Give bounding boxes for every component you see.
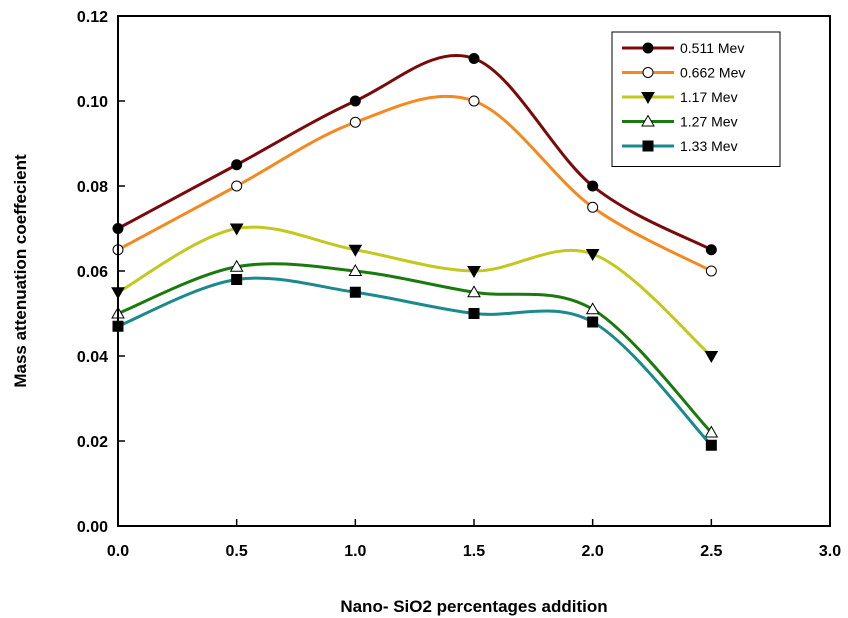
data-point-marker [467, 266, 481, 279]
data-point-marker [349, 116, 361, 128]
x-tick-label: 2.0 [582, 543, 604, 560]
data-point-marker [585, 249, 600, 262]
series-line [117, 262, 713, 434]
data-point-marker [587, 180, 599, 192]
data-point-marker [229, 223, 244, 236]
y-tick-label: 0.02 [77, 434, 108, 451]
data-point-marker [348, 263, 363, 276]
data-point-marker [585, 302, 600, 315]
legend-label: 0.662 Mev [680, 65, 745, 81]
legend-item: 0.511 Mev [622, 40, 744, 56]
x-tick-label: 1.0 [344, 543, 366, 560]
legend-item: 1.17 Mev [622, 89, 738, 105]
x-tick-label: 2.5 [700, 543, 722, 560]
series-0 [112, 53, 717, 256]
data-point-marker [587, 316, 599, 328]
series-2 [111, 223, 719, 364]
data-point-marker [468, 95, 480, 107]
legend-item: 1.27 Mev [622, 114, 738, 130]
data-point-marker [467, 285, 481, 298]
legend-marker [641, 92, 655, 105]
y-tick-label: 0.08 [77, 179, 108, 196]
legend-marker [641, 114, 655, 127]
x-tick-label: 0.0 [107, 543, 129, 560]
y-tick-label: 0.00 [77, 519, 108, 536]
x-tick-label: 0.5 [226, 543, 248, 560]
data-point-marker [705, 244, 717, 256]
data-point-marker [587, 201, 599, 213]
series-4 [112, 274, 717, 451]
x-axis-title: Nano- SiO2 percentages addition [340, 597, 607, 616]
data-point-marker [468, 308, 480, 319]
legend-label: 0.511 Mev [680, 40, 744, 56]
legend-marker [642, 67, 654, 78]
data-point-marker [231, 159, 243, 171]
y-axis-title: Mass attenuation coeffecient [11, 154, 30, 388]
legend-item: 0.662 Mev [622, 65, 745, 81]
axis-ticks: 0.0 0.5 1.0 1.5 2.0 2.5 3.0 0.00 0.02 0.04 0.06 0.0… [77, 9, 841, 560]
y-tick-label: 0.12 [77, 9, 108, 26]
legend-label: 1.33 Mev [680, 138, 738, 154]
data-point-marker [349, 95, 361, 107]
y-tick-label: 0.06 [77, 264, 108, 281]
data-point-marker [705, 265, 717, 277]
data-point-marker [468, 53, 480, 64]
data-point-marker [231, 180, 243, 192]
data-point-marker [231, 274, 243, 285]
data-point-marker [704, 351, 719, 364]
data-point-marker [349, 286, 361, 298]
x-tick-label: 1.5 [463, 543, 485, 560]
legend-marker [642, 42, 654, 54]
legend-item: 1.33 Mev [622, 138, 738, 154]
data-point-marker [229, 259, 244, 272]
series-line [117, 276, 713, 447]
series-line [117, 54, 713, 252]
y-tick-label: 0.10 [77, 94, 108, 111]
data-point-marker [705, 439, 717, 451]
data-point-marker [704, 425, 719, 438]
legend-label: 1.17 Mev [680, 89, 738, 105]
series-line [117, 225, 713, 358]
legend-box [611, 31, 781, 167]
legend-marker [642, 140, 654, 152]
data-point-marker [348, 244, 363, 257]
x-tick-label: 3.0 [819, 543, 841, 560]
legend-label: 1.27 Mev [680, 114, 738, 130]
series-line [117, 94, 713, 273]
legend: 0.511 Mev 0.662 Mev 1.17 Mev 1.27 Mev 1.33 M… [611, 31, 781, 167]
y-tick-label: 0.04 [77, 349, 108, 366]
